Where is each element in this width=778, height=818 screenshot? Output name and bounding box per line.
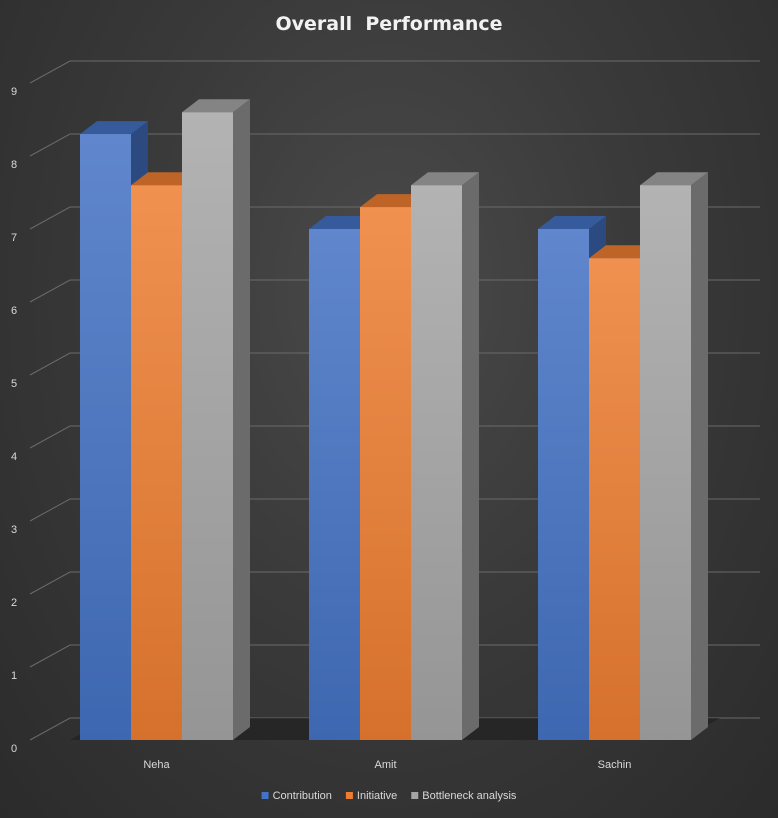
gridline: [29, 279, 760, 303]
legend-label: Bottleneck analysis: [422, 790, 517, 802]
y-tick-label: 1: [11, 670, 17, 682]
bar: [411, 172, 479, 740]
bar-side: [691, 172, 708, 740]
x-tick-label: Neha: [143, 759, 170, 771]
bar-front: [589, 258, 640, 740]
chart-title: Overall Performance: [275, 13, 502, 35]
bar-front: [182, 112, 233, 740]
gridline: [29, 425, 760, 449]
bar-front: [360, 207, 411, 741]
bar-top: [182, 99, 250, 113]
gridline: [29, 571, 760, 595]
x-tick-label: Amit: [375, 759, 397, 771]
bar: [640, 172, 708, 740]
bar-top: [411, 172, 479, 186]
bar-front: [131, 185, 182, 740]
bar-side: [233, 99, 250, 740]
gridline: [29, 644, 760, 668]
y-axis: 0 1 2 3 4 5 6 7 8 9: [11, 86, 17, 755]
bar-front: [80, 134, 131, 741]
y-tick-label: 6: [11, 305, 17, 317]
legend-item: Contribution: [261, 790, 332, 802]
bar-front: [411, 185, 462, 740]
gridline: [29, 352, 760, 376]
bar-top: [640, 172, 708, 186]
legend-item: Bottleneck analysis: [411, 790, 517, 802]
bar-front: [309, 229, 360, 740]
legend-swatch: [261, 792, 269, 799]
y-tick-label: 8: [11, 159, 17, 171]
legend-item: Initiative: [345, 790, 397, 802]
y-tick-label: 4: [11, 451, 17, 463]
bar-top: [538, 216, 606, 229]
gridline: [29, 133, 760, 157]
legend-label: Initiative: [357, 790, 397, 802]
gridline: [29, 498, 760, 522]
bar-front: [538, 229, 589, 740]
legend-swatch: [411, 792, 419, 799]
legend-swatch: [345, 792, 353, 799]
bars-layer: [80, 99, 708, 741]
legend-label: Contribution: [273, 790, 332, 802]
y-tick-label: 9: [11, 86, 17, 98]
bar-front: [640, 185, 691, 740]
gridline: [29, 60, 760, 84]
bar-side: [462, 172, 479, 740]
y-tick-label: 0: [11, 743, 17, 755]
gridline: [29, 206, 760, 230]
y-tick-label: 2: [11, 597, 17, 609]
bar: [182, 99, 250, 740]
y-tick-label: 7: [11, 232, 17, 244]
x-axis: Neha Amit Sachin: [143, 759, 631, 771]
bar-top: [80, 121, 148, 135]
x-tick-label: Sachin: [598, 759, 632, 771]
y-tick-label: 5: [11, 378, 17, 390]
y-tick-label: 3: [11, 524, 17, 536]
legend: Contribution Initiative Bottleneck analysi…: [261, 790, 517, 802]
